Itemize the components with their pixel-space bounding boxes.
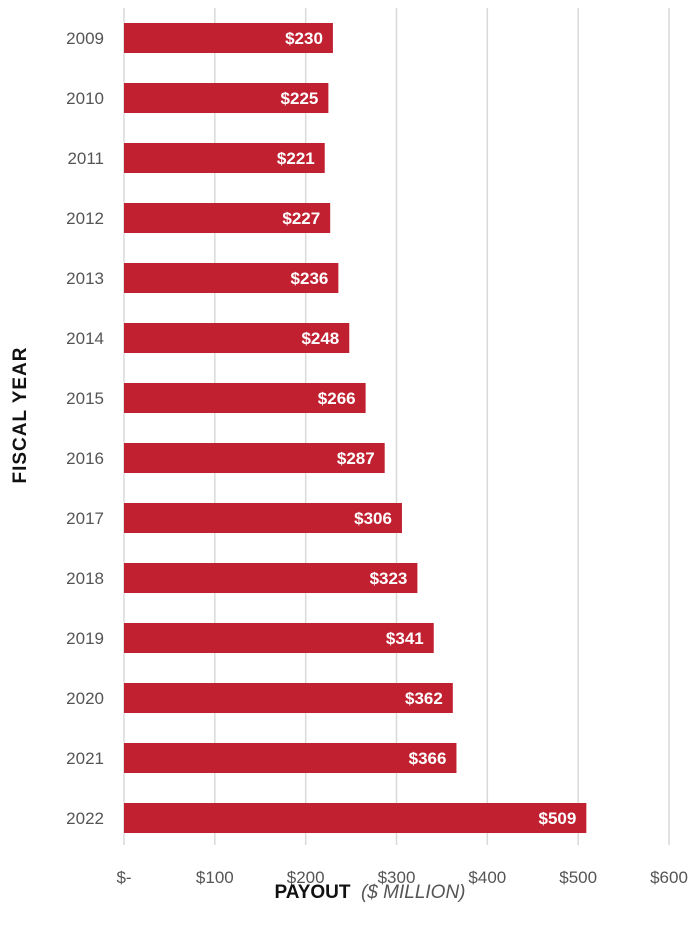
bar-value-label: $287 — [337, 449, 375, 468]
category-label: 2016 — [66, 449, 104, 468]
bar — [124, 263, 339, 293]
bar — [124, 683, 453, 713]
bar — [124, 203, 331, 233]
category-label: 2010 — [66, 89, 104, 108]
bar-value-label: $366 — [409, 749, 447, 768]
bar — [124, 503, 402, 533]
bar — [124, 743, 457, 773]
y-axis-label: FISCAL YEAR — [10, 347, 31, 484]
category-label: 2019 — [66, 629, 104, 648]
x-tick-label: $400 — [468, 868, 506, 887]
bar — [124, 23, 333, 53]
bar-value-label: $227 — [282, 209, 320, 228]
category-label: 2018 — [66, 569, 104, 588]
x-axis-label: PAYOUT ($ MILLION) — [274, 882, 465, 903]
bars: $230 $225 $221 $227 $236 $248 $266 $287 $306 $323… — [124, 23, 587, 833]
bar — [124, 563, 418, 593]
x-tick-label: $- — [116, 868, 131, 887]
x-tick-label: $200 — [287, 868, 325, 887]
category-label: 2013 — [66, 269, 104, 288]
x-tick-label: $100 — [196, 868, 234, 887]
bar — [124, 383, 366, 413]
category-label: 2012 — [66, 209, 104, 228]
category-label: 2009 — [66, 29, 104, 48]
x-axis-label-unit: ($ MILLION) — [361, 882, 466, 903]
bar-value-label: $248 — [301, 329, 339, 348]
bar-value-label: $362 — [405, 689, 443, 708]
x-tick-label: $500 — [559, 868, 597, 887]
x-tick-label: $600 — [650, 868, 688, 887]
category-label: 2011 — [67, 149, 104, 168]
bar-value-label: $341 — [386, 629, 424, 648]
x-axis-label-main: PAYOUT — [274, 882, 350, 903]
category-labels: 2009 2010 2011 2012 2013 2014 2015 2016 2017 2018… — [66, 29, 104, 828]
bar — [124, 83, 329, 113]
bar — [124, 143, 325, 173]
bar-value-label: $509 — [539, 809, 577, 828]
category-label: 2015 — [66, 389, 104, 408]
bar — [124, 443, 385, 473]
category-label: 2021 — [66, 749, 104, 768]
bar — [124, 803, 587, 833]
bar-value-label: $266 — [318, 389, 356, 408]
bar — [124, 323, 350, 353]
bar-value-label: $230 — [285, 29, 323, 48]
category-label: 2022 — [66, 809, 104, 828]
category-label: 2017 — [66, 509, 104, 528]
category-label: 2020 — [66, 689, 104, 708]
bar-value-label: $323 — [370, 569, 408, 588]
bar-value-label: $221 — [277, 149, 315, 168]
bar-value-label: $225 — [281, 89, 319, 108]
bar-value-label: $236 — [291, 269, 329, 288]
x-tick-labels: $- $100 $200 $300 $400 $500 $600 — [116, 868, 687, 887]
category-label: 2014 — [66, 329, 104, 348]
bar — [124, 623, 434, 653]
gridlines — [123, 8, 670, 845]
bar-value-label: $306 — [354, 509, 392, 528]
x-tick-label: $300 — [378, 868, 416, 887]
